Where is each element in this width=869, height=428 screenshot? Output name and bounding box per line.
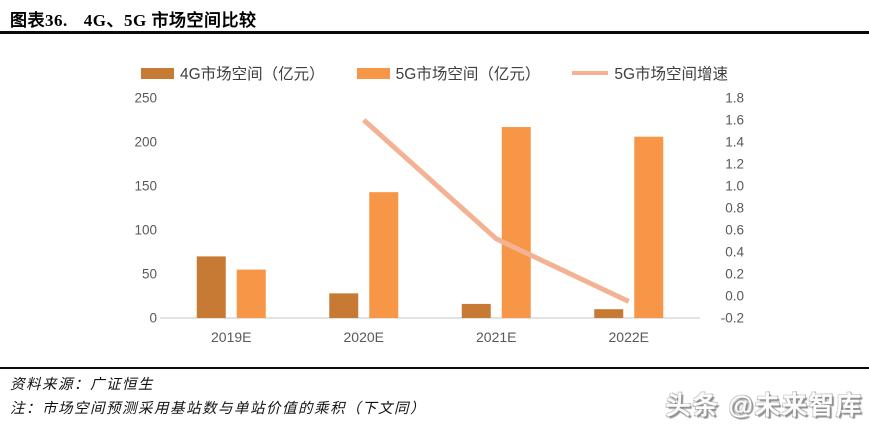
right-axis-tick: 0.2 — [725, 267, 744, 282]
chart-legend: 4G市场空间（亿元） 5G市场空间（亿元） 5G市场空间增速 — [0, 62, 869, 84]
right-axis-tick: 0.0 — [725, 289, 744, 304]
figure-title-text: 4G、5G 市场空间比较 — [83, 11, 257, 30]
left-axis-tick: 250 — [134, 91, 157, 106]
bar-4g-2022E — [594, 309, 624, 318]
growth-line — [362, 118, 630, 304]
legend-label-4g: 4G市场空间（亿元） — [179, 66, 325, 83]
x-axis-label: 2022E — [609, 329, 649, 345]
bar-line-chart: 0 50 100 150 200 250 -0.2 0.0 0.2 0.4 0.6 0.8 1.0 1.2… — [134, 91, 744, 346]
left-axis-tick: 50 — [142, 267, 157, 282]
legend-item-5g: 5G市场空间（亿元） — [356, 62, 541, 84]
legend-swatch-4g — [140, 67, 174, 79]
watermark: 头条 @未来智库 — [665, 392, 863, 420]
right-axis-tick: 0.8 — [725, 201, 744, 216]
right-axis-tick: 1.4 — [725, 135, 744, 150]
legend-swatch-growth-line — [572, 71, 609, 75]
x-axis-label: 2021E — [476, 329, 516, 345]
right-axis-tick: 1.6 — [725, 113, 744, 128]
figure-title: 图表36. 4G、5G 市场空间比较 — [10, 6, 256, 31]
right-axis-tick: 0.4 — [725, 245, 744, 260]
title-divider — [0, 31, 869, 34]
right-axis-tick: -0.2 — [721, 311, 744, 326]
left-axis-tick: 0 — [149, 311, 157, 326]
bar-4g-2020E — [329, 293, 359, 318]
bar-5g-2022E — [634, 136, 664, 318]
right-axis-tick: 1.0 — [725, 179, 744, 194]
legend-label-5g: 5G市场空间（亿元） — [395, 66, 541, 83]
legend-label-5g-growth: 5G市场空间增速 — [614, 66, 729, 83]
left-axis-tick: 150 — [134, 179, 157, 194]
left-axis-tick: 200 — [134, 135, 157, 150]
bar-5g-2021E — [501, 127, 531, 318]
legend-item-4g: 4G市场空间（亿元） — [140, 62, 325, 84]
footer-divider — [0, 367, 869, 369]
right-axis-tick: 1.8 — [725, 91, 744, 106]
bar-5g-2019E — [236, 269, 266, 318]
note-text: 注：市场空间预测采用基站数与单站价值的乘积（下文同） — [10, 401, 426, 417]
left-axis-tick: 100 — [134, 223, 157, 238]
bar-4g-2019E — [196, 256, 226, 318]
x-axis-label: 2019E — [211, 329, 251, 345]
legend-swatch-5g — [356, 67, 390, 79]
bar-4g-2021E — [461, 303, 491, 318]
figure-number: 图表36. — [10, 11, 68, 30]
right-axis-tick: 1.2 — [725, 157, 744, 172]
bar-5g-2020E — [369, 192, 399, 318]
legend-item-5g-growth: 5G市场空间增速 — [572, 62, 728, 84]
x-axis-label: 2020E — [344, 329, 384, 345]
source-text: 资料来源：广证恒生 — [10, 377, 154, 393]
right-axis-tick: 0.6 — [725, 223, 744, 238]
